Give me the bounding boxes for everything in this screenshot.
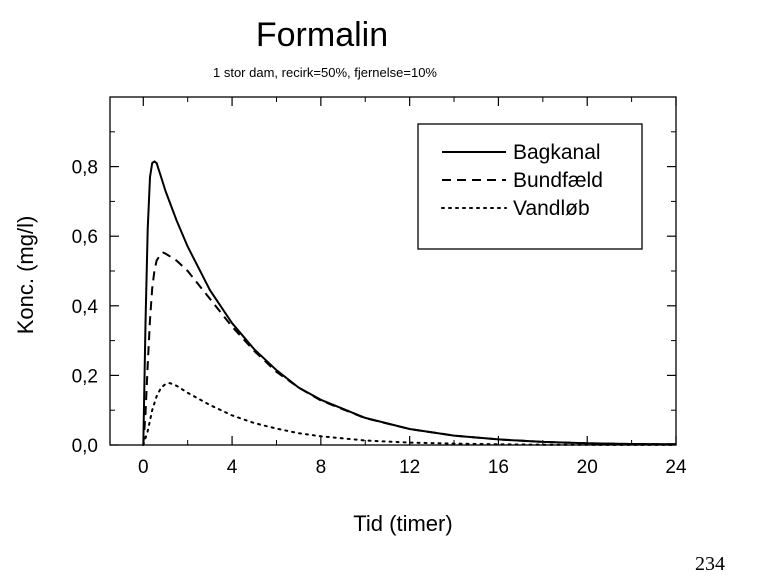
y-tick-label: 0,8 [72,158,98,179]
chart-title: Formalin [256,16,388,54]
y-tick-label: 0,2 [72,366,98,387]
legend-box [417,123,643,250]
legend-label-vandløb: Vandløb [513,197,590,220]
chart-subtitle: 1 stor dam, recirk=50%, fjernelse=10% [213,65,437,80]
series-line-bagkanal [142,160,677,446]
x-tick-label: 16 [488,457,509,478]
x-tick-label: 8 [316,457,327,478]
series-line-bundfæld [142,251,677,446]
x-axis-label: Tid (timer) [353,511,452,536]
x-axis-ticks: 0 4 8 12 16 20 24 [138,97,687,478]
x-tick-label: 12 [399,457,420,478]
x-tick-label: 20 [577,457,598,478]
chart: Formalin 1 stor dam, recirk=50%, fjernel… [13,16,687,536]
y-tick-label: 0,6 [72,227,98,248]
series-line-vandløb [142,382,677,446]
y-axis-ticks: 0,0 0,2 0,4 0,6 0,8 [72,131,676,457]
x-tick-label: 24 [665,457,687,478]
x-tick-label: 4 [227,457,238,478]
legend-label-bagkanal: Bagkanal [513,141,601,164]
y-axis-label: Konc. (mg/l) [13,216,38,335]
legend: Bagkanal Bundfæld Vandløb [417,123,643,250]
legend-label-bundfæld: Bundfæld [513,169,603,192]
page-number: 234 [695,553,725,575]
y-tick-label: 0,4 [72,297,99,318]
y-tick-label: 0,0 [72,436,98,457]
x-tick-label: 0 [138,457,149,478]
series-lines [142,160,677,446]
